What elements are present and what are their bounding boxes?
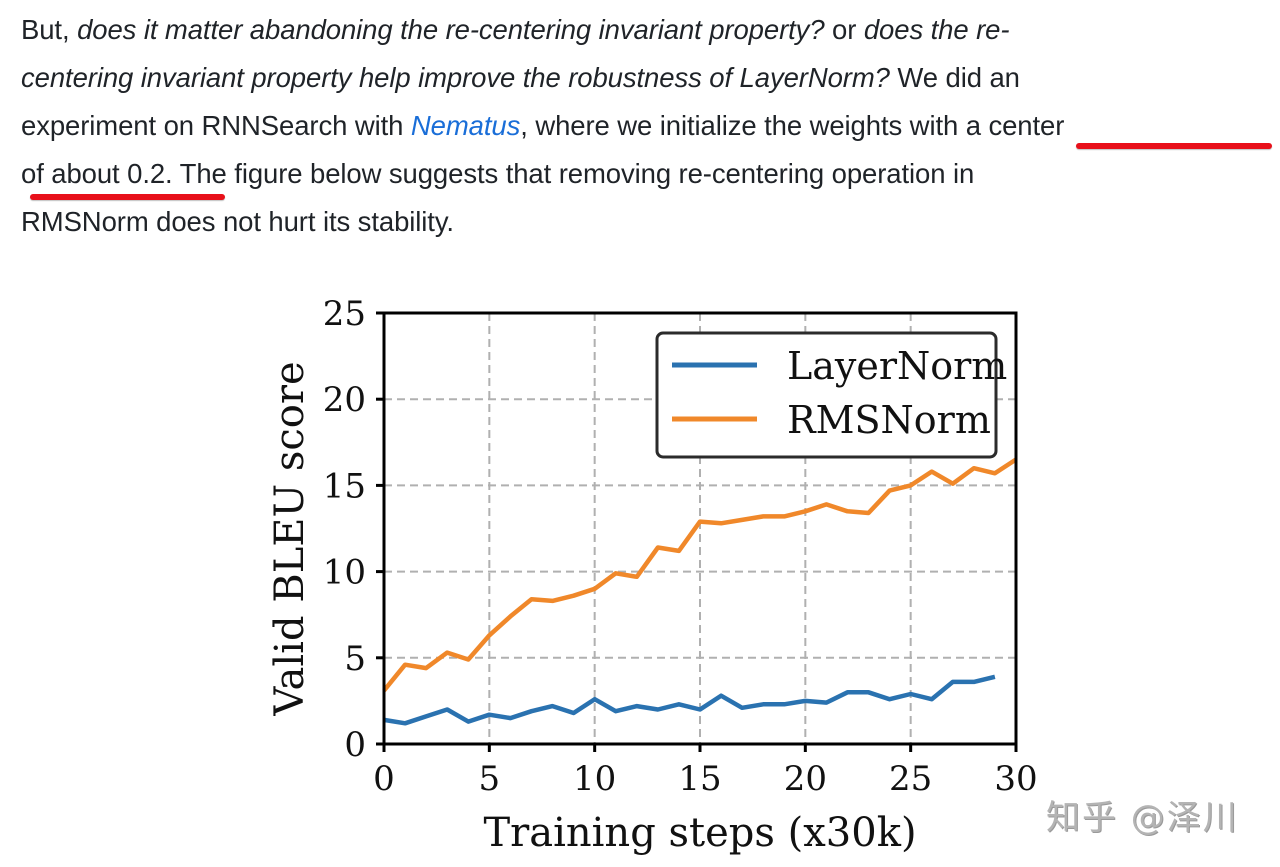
text-segment: or: [824, 14, 864, 45]
y-tick-label: 25: [323, 294, 366, 334]
text-segment: experiment on RNNSearch with: [21, 110, 411, 141]
legend-label-rmsnorm: RMSNorm: [787, 398, 991, 442]
paragraph-line-2: centering invariant property help improv…: [21, 54, 1271, 102]
paragraph-line-1: But, does it matter abandoning the re-ce…: [21, 6, 1271, 54]
nematus-link[interactable]: Nematus: [410, 110, 521, 141]
y-axis-label: Valid BLEU score: [267, 361, 313, 716]
red-underline-annotation-2: [30, 194, 225, 200]
x-tick-label: 30: [994, 759, 1037, 799]
series-line-rmsnorm: [382, 457, 1018, 693]
text-segment: But,: [21, 14, 78, 45]
y-tick-label: 20: [323, 380, 366, 420]
x-axis-label: Training steps (x30k): [483, 810, 916, 856]
red-underline-annotation-1: [1076, 143, 1272, 149]
description-paragraph: But, does it matter abandoning the re-ce…: [21, 6, 1271, 246]
y-tick-label: 0: [344, 725, 366, 765]
zhihu-watermark: 知乎 @泽川: [1046, 798, 1239, 838]
y-tick-label: 15: [323, 466, 366, 506]
paragraph-line-5: RMSNorm does not hurt its stability.: [21, 206, 454, 237]
series-line-layernorm: [383, 674, 996, 726]
x-tick-label: 0: [373, 759, 395, 799]
paragraph-line-4: of about 0.2. The figure below suggests …: [21, 158, 975, 189]
x-tick-label: 15: [678, 759, 721, 799]
italic-question-1: does it matter abandoning the re-centeri…: [77, 14, 825, 45]
italic-question-2: does the re-: [863, 14, 1010, 45]
x-tick-label: 25: [889, 759, 932, 799]
text-segment: , where we initialize the weights with a…: [520, 110, 1065, 141]
text-segment: We did an: [889, 62, 1020, 93]
y-tick-label: 10: [323, 553, 366, 593]
y-tick-label: 5: [344, 639, 366, 679]
x-tick-label: 5: [479, 759, 501, 799]
paragraph-line-3: experiment on RNNSearch with Nematus, wh…: [21, 102, 1271, 150]
x-tick-label: 20: [784, 759, 827, 799]
italic-question-2-cont: centering invariant property help improv…: [21, 62, 890, 93]
x-tick-label: 10: [573, 759, 616, 799]
legend-label-layernorm: LayerNorm: [787, 344, 1007, 388]
